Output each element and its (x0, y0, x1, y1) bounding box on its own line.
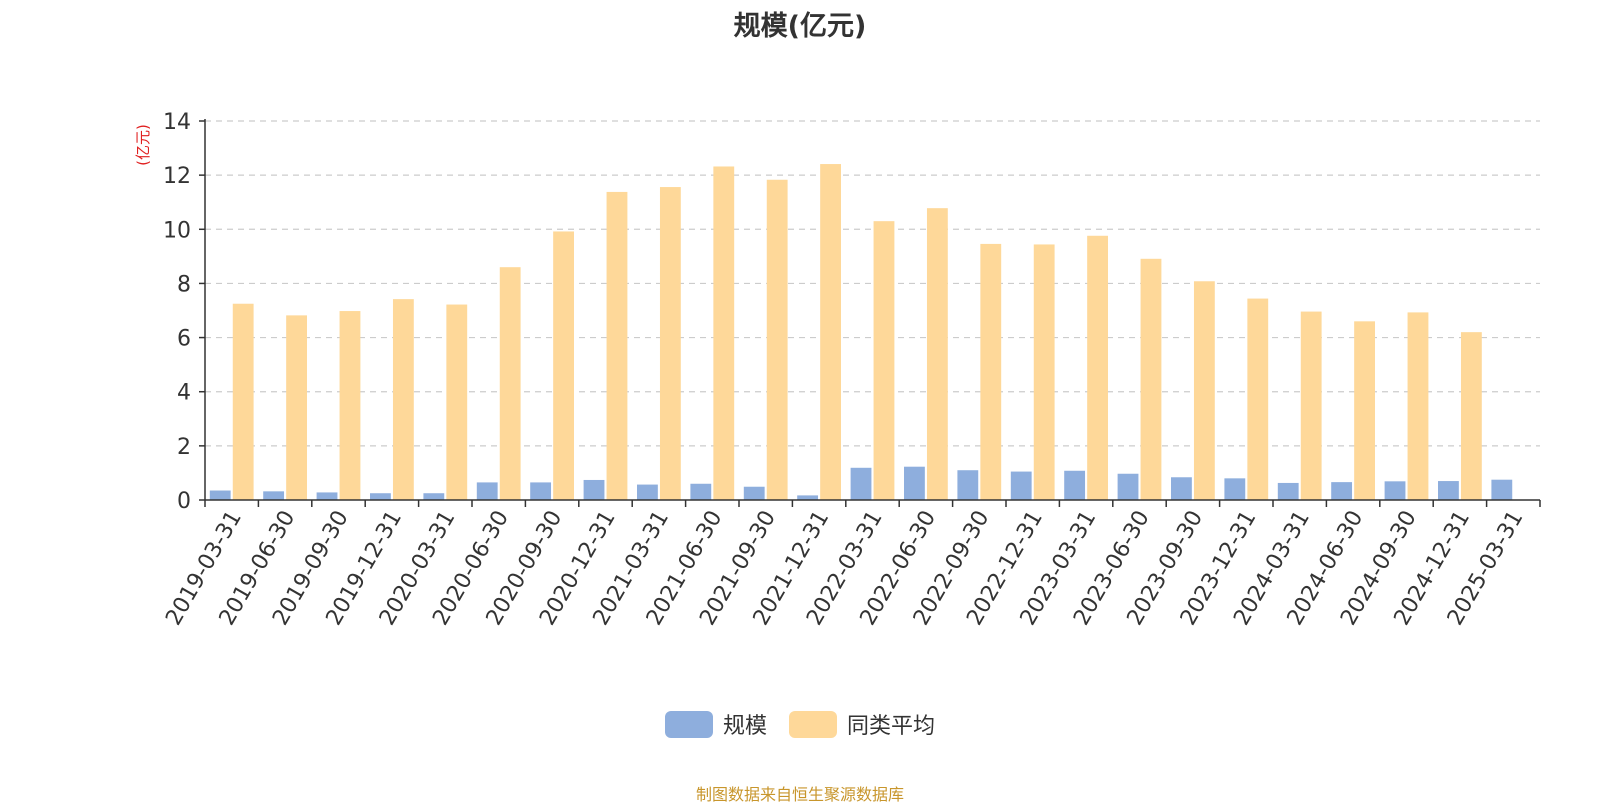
bar-peer-average[interactable] (1407, 312, 1429, 500)
bar-peer-average[interactable] (659, 187, 681, 500)
bar-peer-average[interactable] (446, 304, 468, 500)
bar-scale[interactable] (637, 484, 658, 500)
bar-peer-average[interactable] (980, 243, 1002, 500)
y-tick-label: 8 (177, 272, 191, 297)
legend-label-scale: 规模 (722, 714, 767, 739)
bar-scale[interactable] (1117, 473, 1139, 500)
bar-scale[interactable] (1277, 482, 1299, 500)
bar-scale[interactable] (316, 492, 338, 500)
legend: 规模 同类平均 (0, 708, 1600, 740)
chart-title: 规模(亿元) (733, 11, 867, 42)
legend-item-peer-average[interactable]: 同类平均 (789, 708, 935, 740)
bar-scale[interactable] (1491, 479, 1513, 500)
y-tick-label: 2 (177, 435, 191, 460)
y-axis-label: (亿元) (134, 124, 152, 166)
bar-scale[interactable] (1010, 471, 1032, 500)
y-tick-label: 12 (163, 164, 191, 189)
bar-peer-average[interactable] (286, 315, 307, 500)
bar-scale[interactable] (743, 486, 765, 500)
bar-scale[interactable] (1438, 481, 1459, 500)
bar-scale[interactable] (476, 482, 498, 500)
bar-peer-average[interactable] (553, 231, 574, 501)
bar-peer-average[interactable] (1140, 258, 1162, 500)
bar-peer-average[interactable] (926, 208, 948, 501)
bar-scale[interactable] (690, 483, 712, 500)
source-note: 制图数据来自恒生聚源数据库 (695, 785, 904, 804)
bar-peer-average[interactable] (339, 311, 361, 500)
bar-peer-average[interactable] (1460, 332, 1482, 500)
bar-scale[interactable] (530, 482, 552, 500)
bar-peer-average[interactable] (1354, 321, 1375, 500)
bar-scale[interactable] (263, 491, 285, 500)
bar-scale[interactable] (1331, 482, 1353, 500)
y-tick-label: 4 (177, 381, 191, 406)
bar-peer-average[interactable] (1193, 281, 1215, 500)
bar-scale[interactable] (583, 479, 605, 500)
bar-peer-average[interactable] (1247, 298, 1269, 500)
bar-scale[interactable] (1384, 481, 1406, 500)
legend-swatch-scale (664, 710, 713, 738)
bar-peer-average[interactable] (873, 221, 895, 500)
y-tick-label: 10 (163, 218, 191, 243)
y-tick-label: 14 (163, 110, 191, 135)
bar-peer-average[interactable] (232, 303, 254, 500)
bar-peer-average[interactable] (713, 166, 735, 501)
bar-scale[interactable] (370, 493, 391, 500)
legend-item-scale[interactable]: 规模 (664, 708, 767, 740)
axes: 024681012142019-03-312019-06-302019-09-3… (161, 110, 1541, 630)
bar-peer-average[interactable] (1087, 235, 1108, 501)
bar-peer-average[interactable] (606, 191, 628, 501)
bar-peer-average[interactable] (499, 267, 521, 500)
legend-swatch-peer-average (789, 710, 837, 738)
bar-scale[interactable] (957, 470, 979, 500)
bar-scale[interactable] (1064, 470, 1086, 500)
bar-scale[interactable] (904, 466, 925, 500)
bar-peer-average[interactable] (1300, 311, 1322, 500)
bar-scale[interactable] (1224, 478, 1246, 500)
y-tick-label: 6 (177, 327, 191, 352)
bar-peer-average[interactable] (1033, 244, 1055, 500)
bar-peer-average[interactable] (820, 164, 841, 500)
bar-peer-average[interactable] (766, 179, 788, 500)
bars (209, 164, 1513, 501)
bar-scale[interactable] (1171, 477, 1192, 500)
y-tick-label: 0 (177, 489, 191, 514)
bar-scale[interactable] (209, 490, 231, 500)
bar-peer-average[interactable] (392, 299, 414, 500)
bar-scale[interactable] (850, 467, 872, 500)
bar-scale[interactable] (797, 495, 819, 500)
legend-label-peer-average: 同类平均 (847, 714, 936, 739)
bar-scale[interactable] (423, 493, 445, 500)
